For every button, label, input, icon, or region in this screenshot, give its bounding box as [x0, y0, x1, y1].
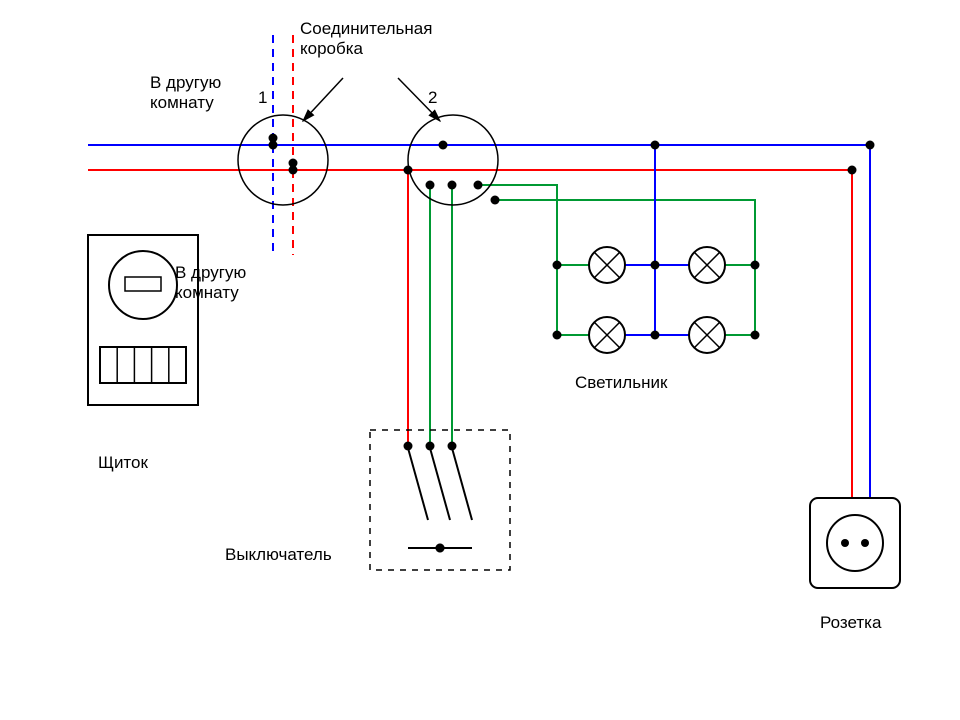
label-text: Щиток — [98, 453, 148, 472]
label-text: Светильник — [575, 373, 668, 392]
junction-node — [426, 181, 435, 190]
switch-lever — [408, 448, 428, 520]
lamp-2 — [689, 247, 725, 283]
junction-node — [651, 141, 660, 150]
switch-lever — [452, 448, 472, 520]
label-text: Соединительная — [300, 19, 432, 38]
label-text: 2 — [428, 88, 437, 107]
junction-node — [751, 261, 760, 270]
lamp-1 — [589, 247, 625, 283]
label-text: В другую — [175, 263, 246, 282]
junction-node — [866, 141, 875, 150]
junction-node — [426, 442, 435, 451]
junction-node — [289, 159, 298, 168]
label-arrow — [303, 78, 343, 121]
label-text: комнату — [175, 283, 239, 302]
socket — [810, 498, 900, 588]
switch-lever — [430, 448, 450, 520]
label-text: коробка — [300, 39, 364, 58]
junction-node — [448, 442, 457, 451]
junction-node — [553, 261, 562, 270]
junction-node — [269, 134, 278, 143]
junction-node — [404, 442, 413, 451]
junction-node — [651, 331, 660, 340]
junction-node — [553, 331, 562, 340]
wire — [88, 145, 870, 498]
junction-node — [436, 544, 445, 553]
junction-box-1 — [238, 115, 328, 205]
label-text: 1 — [258, 88, 267, 107]
label-text: В другую — [150, 73, 221, 92]
junction-node — [491, 196, 500, 205]
wire — [725, 265, 755, 335]
junction-node — [651, 261, 660, 270]
junction-node — [474, 181, 483, 190]
lamp-4 — [689, 317, 725, 353]
label-text: Выключатель — [225, 545, 332, 564]
label-text: Розетка — [820, 613, 882, 632]
junction-node — [751, 331, 760, 340]
junction-node — [848, 166, 857, 175]
lamp-3 — [589, 317, 625, 353]
junction-node — [448, 181, 457, 190]
junction-node — [439, 141, 448, 150]
label-text: комнату — [150, 93, 214, 112]
junction-node — [404, 166, 413, 175]
